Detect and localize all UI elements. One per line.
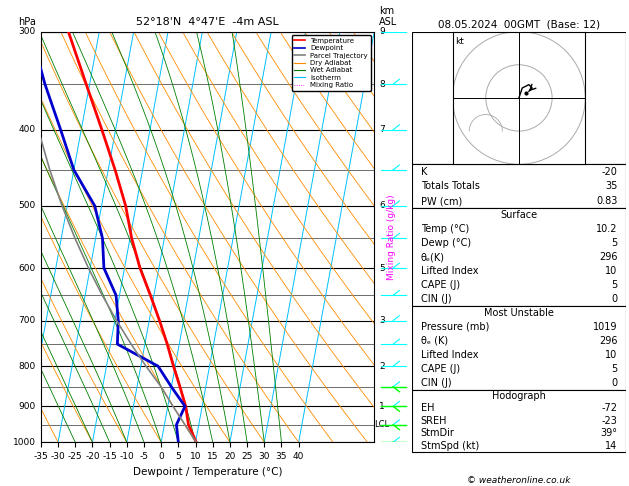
Text: 1019: 1019	[593, 322, 617, 332]
Text: Surface: Surface	[500, 210, 538, 221]
Text: kt: kt	[455, 37, 464, 46]
Text: 5: 5	[611, 364, 617, 374]
Text: 400: 400	[19, 125, 36, 134]
Text: 6: 6	[379, 201, 385, 210]
Text: 20: 20	[479, 251, 487, 257]
Text: 10: 10	[477, 251, 484, 257]
Text: 4: 4	[472, 251, 476, 257]
Text: 10: 10	[605, 350, 617, 360]
Text: K: K	[421, 167, 427, 176]
Text: 296: 296	[599, 336, 617, 346]
Text: 500: 500	[19, 201, 36, 210]
Legend: Temperature, Dewpoint, Parcel Trajectory, Dry Adiabat, Wet Adiabat, Isotherm, Mi: Temperature, Dewpoint, Parcel Trajectory…	[292, 35, 370, 91]
X-axis label: Dewpoint / Temperature (°C): Dewpoint / Temperature (°C)	[133, 467, 282, 477]
Text: 10.2: 10.2	[596, 225, 617, 234]
Text: 1: 1	[444, 251, 448, 257]
Text: Most Unstable: Most Unstable	[484, 308, 554, 318]
Text: 296: 296	[599, 252, 617, 262]
Text: CAPE (J): CAPE (J)	[421, 364, 460, 374]
Text: 5: 5	[611, 238, 617, 248]
Text: CIN (J): CIN (J)	[421, 378, 451, 388]
Text: SREH: SREH	[421, 416, 447, 426]
Text: 39°: 39°	[600, 428, 617, 438]
Text: Temp (°C): Temp (°C)	[421, 225, 469, 234]
Text: θₑ(K): θₑ(K)	[421, 252, 445, 262]
Text: StmDir: StmDir	[421, 428, 454, 438]
Text: 900: 900	[19, 402, 36, 411]
Text: 2: 2	[379, 362, 385, 371]
Text: 2: 2	[461, 251, 465, 257]
Text: -23: -23	[601, 416, 617, 426]
Bar	[412, 306, 626, 390]
Text: 0: 0	[611, 378, 617, 388]
Text: Totals Totals: Totals Totals	[421, 181, 479, 191]
Text: 0: 0	[611, 294, 617, 304]
Text: Lifted Index: Lifted Index	[421, 266, 478, 276]
Text: Hodograph: Hodograph	[492, 391, 546, 401]
Bar	[412, 390, 626, 452]
Bar	[412, 32, 626, 164]
Text: 35: 35	[605, 181, 617, 191]
Text: 600: 600	[19, 263, 36, 273]
Text: 5: 5	[379, 263, 385, 273]
Text: Mixing Ratio (g/kg): Mixing Ratio (g/kg)	[387, 194, 396, 280]
Text: StmSpd (kt): StmSpd (kt)	[421, 440, 479, 451]
Text: 300: 300	[19, 27, 36, 36]
Text: 6: 6	[476, 251, 479, 257]
Text: 25: 25	[480, 251, 487, 257]
Text: 1000: 1000	[13, 438, 36, 447]
Text: 08.05.2024  00GMT  (Base: 12): 08.05.2024 00GMT (Base: 12)	[438, 19, 600, 29]
Text: 14: 14	[605, 440, 617, 451]
Text: 7: 7	[379, 125, 385, 134]
Text: km
ASL: km ASL	[379, 6, 398, 28]
Text: 700: 700	[19, 316, 36, 325]
Text: CAPE (J): CAPE (J)	[421, 280, 460, 290]
Text: CIN (J): CIN (J)	[421, 294, 451, 304]
Text: 8: 8	[477, 251, 481, 257]
Text: 800: 800	[19, 362, 36, 371]
Text: Dewp (°C): Dewp (°C)	[421, 238, 470, 248]
Text: 1: 1	[379, 402, 385, 411]
Text: 3: 3	[468, 251, 472, 257]
Text: -72: -72	[601, 403, 617, 414]
Text: 5: 5	[611, 280, 617, 290]
Text: -20: -20	[601, 167, 617, 176]
Text: hPa: hPa	[18, 17, 36, 28]
Text: 8: 8	[379, 80, 385, 88]
Text: 0.83: 0.83	[596, 196, 617, 206]
Text: 10: 10	[605, 266, 617, 276]
Text: θₑ (K): θₑ (K)	[421, 336, 448, 346]
Text: 9: 9	[379, 27, 385, 36]
Bar	[412, 208, 626, 306]
Text: EH: EH	[421, 403, 434, 414]
Text: 3: 3	[379, 316, 385, 325]
Text: PW (cm): PW (cm)	[421, 196, 462, 206]
Text: Pressure (mb): Pressure (mb)	[421, 322, 489, 332]
Bar	[412, 164, 626, 208]
Text: Lifted Index: Lifted Index	[421, 350, 478, 360]
Text: 52°18'N  4°47'E  -4m ASL: 52°18'N 4°47'E -4m ASL	[136, 17, 279, 28]
Text: 15: 15	[479, 251, 486, 257]
Text: LCL: LCL	[374, 420, 389, 429]
Text: © weatheronline.co.uk: © weatheronline.co.uk	[467, 476, 571, 486]
